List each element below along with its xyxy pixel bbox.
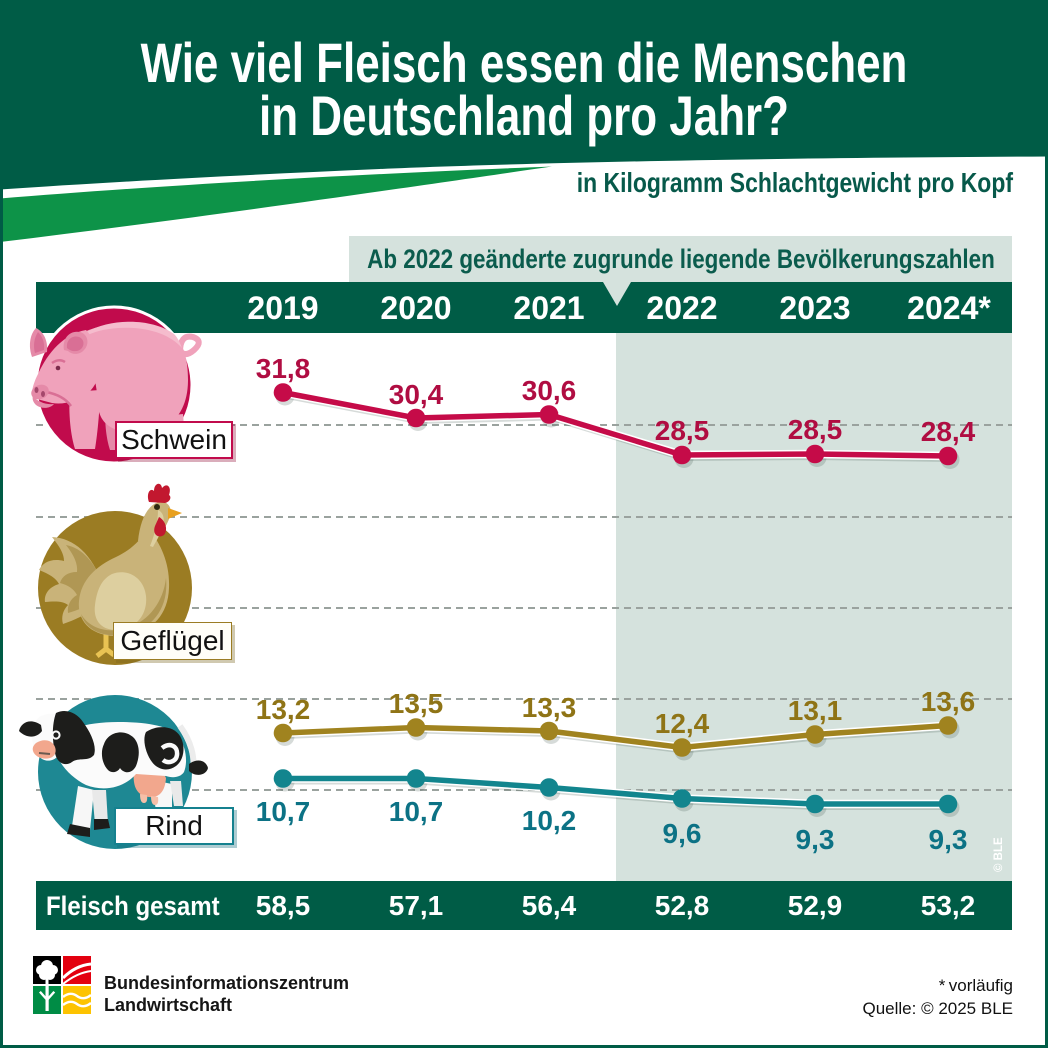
svg-text:30,4: 30,4	[389, 379, 444, 410]
svg-text:13,3: 13,3	[522, 692, 577, 723]
svg-text:28,5: 28,5	[788, 414, 843, 445]
svg-text:10,7: 10,7	[256, 796, 311, 827]
svg-text:13,5: 13,5	[389, 688, 444, 719]
svg-text:28,5: 28,5	[655, 415, 710, 446]
svg-text:© BLE: © BLE	[993, 837, 1005, 872]
svg-text:31,8: 31,8	[256, 353, 311, 384]
svg-text:13,1: 13,1	[788, 695, 843, 726]
svg-text:28,4: 28,4	[921, 416, 976, 447]
svg-text:12,4: 12,4	[655, 708, 710, 739]
svg-text:10,2: 10,2	[522, 805, 577, 836]
svg-text:10,7: 10,7	[389, 796, 444, 827]
svg-text:9,3: 9,3	[796, 824, 835, 855]
svg-text:30,6: 30,6	[522, 375, 577, 406]
svg-text:13,6: 13,6	[921, 686, 976, 717]
svg-text:9,3: 9,3	[929, 824, 968, 855]
svg-text:13,2: 13,2	[256, 694, 311, 725]
svg-text:9,6: 9,6	[663, 818, 702, 849]
